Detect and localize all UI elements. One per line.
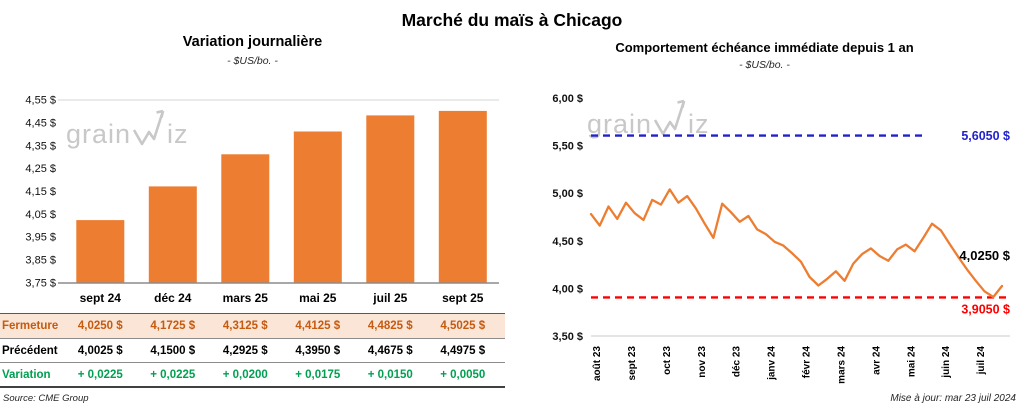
bar-x-label: juil 25 (372, 291, 407, 305)
line-x-label: févr 24 (802, 346, 813, 379)
daily-variation-bar-chart: 3,75 $ 3,85 $ 3,95 $ 4,05 $ 4,15 $ 4,25 $ 4,35… (25, 95, 499, 305)
page-title: Marché du maïs à Chicago (401, 10, 623, 30)
high-line-label: 5,6050 $ (961, 129, 1010, 143)
line-y-tick-label: 4,50 $ (552, 236, 583, 248)
bar-y-tick-label: 3,85 $ (25, 255, 56, 267)
line-x-label: juil 24 (976, 346, 987, 376)
variation-cell: + 0,0150 (367, 368, 413, 381)
low-line-label: 3,9050 $ (961, 302, 1010, 316)
line-x-label: nov 23 (697, 346, 708, 378)
table-row-fermeture: Fermeture 4,0250 $ 4,1725 $ 4,3125 $ 4,4… (0, 314, 505, 338)
variation-cell: + 0,0225 (150, 368, 196, 381)
line-x-label: sept 23 (627, 346, 638, 381)
daily-variation-panel: Variation journalière - $US/bo. - grain … (0, 0, 505, 408)
front-month-line-chart: 3,50 $ 4,00 $ 4,50 $ 5,00 $ 5,50 $ 6,00 $ août… (552, 93, 1010, 384)
update-note: Mise à jour: mar 23 juil 2024 (890, 393, 1016, 404)
bar-x-label: mars 25 (223, 291, 269, 305)
precedent-cell: 4,0025 $ (77, 344, 123, 357)
watermark-chartline-icon (653, 99, 686, 136)
fermeture-cell: 4,5025 $ (440, 320, 486, 332)
variation-cell: + 0,0050 (440, 368, 486, 381)
variation-cell: + 0,0225 (77, 368, 123, 381)
bar-y-tick-label: 4,35 $ (25, 140, 56, 152)
bar-chart-subtitle: - $US/bo. - (227, 55, 278, 67)
bar-x-label: déc 24 (154, 291, 192, 305)
bar-x-label: mai 25 (299, 291, 337, 305)
front-month-panel: Comportement échéance immédiate depuis 1… (505, 0, 1024, 408)
bar-y-tick-label: 3,75 $ (25, 278, 56, 290)
price-bar (293, 131, 342, 283)
bar-x-label: sept 24 (80, 291, 122, 305)
line-chart-title: Comportement échéance immédiate depuis 1… (615, 40, 914, 55)
price-bar (438, 110, 487, 284)
bar-x-label: sept 25 (442, 291, 484, 305)
bar-y-tick-label: 3,95 $ (25, 232, 56, 244)
precedent-cell: 4,4675 $ (367, 344, 413, 357)
grainwiz-watermark: grain iz (587, 94, 710, 138)
watermark-text-post: iz (167, 119, 189, 149)
price-bar (366, 115, 415, 284)
line-x-label: avr 24 (871, 346, 882, 375)
line-y-tick-label: 5,00 $ (552, 188, 583, 200)
precedent-cell: 4,3950 $ (295, 344, 341, 357)
price-bar (148, 186, 197, 283)
line-y-tick-label: 6,00 $ (552, 93, 583, 105)
bar-y-tick-label: 4,25 $ (25, 163, 56, 175)
variation-cell: + 0,0200 (222, 368, 268, 381)
line-y-tick-label: 5,50 $ (552, 141, 583, 153)
row-label-fermeture: Fermeture (2, 320, 59, 332)
line-x-label: déc 23 (732, 346, 743, 378)
line-x-label: oct 23 (662, 346, 673, 375)
line-y-tick-label: 3,50 $ (552, 331, 583, 343)
variation-cell: + 0,0175 (295, 368, 341, 381)
line-x-label: juin 24 (941, 346, 952, 379)
bar-chart-title: Variation journalière (182, 34, 323, 50)
grainwiz-watermark: grain iz (66, 104, 189, 148)
precedent-cell: 4,2925 $ (222, 344, 268, 357)
fermeture-cell: 4,4125 $ (295, 320, 341, 332)
bar-y-tick-label: 4,05 $ (25, 209, 56, 221)
bar-y-tick-label: 4,45 $ (25, 117, 56, 129)
precedent-cell: 4,1500 $ (150, 344, 196, 357)
fermeture-cell: 4,4825 $ (367, 320, 413, 332)
fermeture-cell: 4,0250 $ (77, 320, 123, 332)
watermark-chartline-icon (132, 109, 165, 146)
watermark-text-pre: grain (587, 109, 653, 139)
line-x-label: mars 24 (836, 346, 847, 384)
fermeture-cell: 4,3125 $ (222, 320, 268, 332)
bar-y-tick-label: 4,55 $ (25, 95, 56, 107)
source-note: Source: CME Group (3, 393, 89, 404)
price-series-line (589, 188, 1004, 299)
table-row-precedent: Précédent 4,0025 $ 4,1500 $ 4,2925 $ 4,3… (0, 338, 505, 362)
row-label-precedent: Précédent (2, 344, 58, 357)
line-x-label: janv 24 (767, 346, 778, 381)
bar-y-tick-label: 4,15 $ (25, 186, 56, 198)
contracts-table: Fermeture 4,0250 $ 4,1725 $ 4,3125 $ 4,4… (0, 313, 505, 388)
line-chart-subtitle: - $US/bo. - (739, 59, 790, 71)
precedent-cell: 4,4975 $ (440, 344, 486, 357)
price-bar (76, 220, 125, 283)
fermeture-cell: 4,1725 $ (150, 320, 196, 332)
price-bar (221, 154, 270, 283)
watermark-text-post: iz (688, 109, 710, 139)
line-x-label: mai 24 (906, 346, 917, 378)
watermark-text-pre: grain (66, 119, 132, 149)
line-y-tick-label: 4,00 $ (552, 283, 583, 295)
table-row-variation: Variation + 0,0225 + 0,0225 + 0,0200 + 0… (0, 362, 505, 386)
line-x-label: août 23 (592, 346, 603, 381)
row-label-variation: Variation (2, 368, 51, 381)
last-price-label: 4,0250 $ (959, 248, 1010, 263)
